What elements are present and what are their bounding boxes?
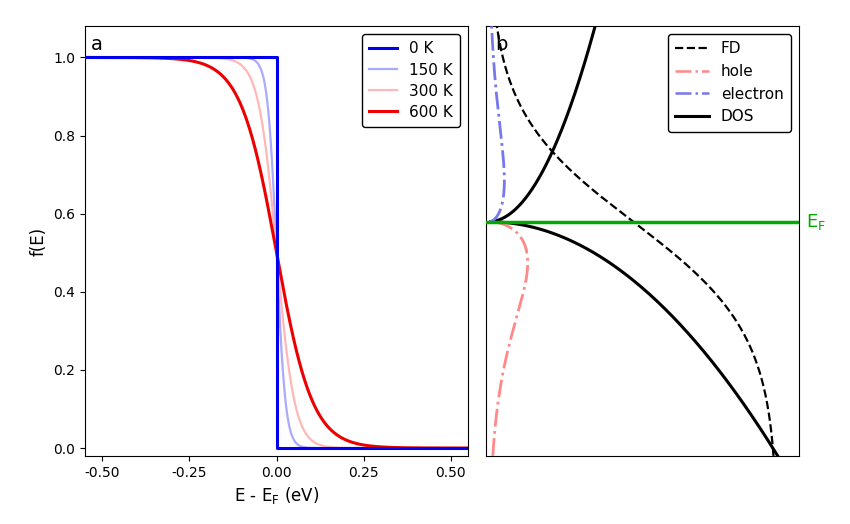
600 K bbox=[395, 444, 405, 451]
600 K bbox=[463, 445, 473, 451]
Line: DOS: DOS bbox=[493, 222, 778, 456]
Line: 150 K: 150 K bbox=[85, 58, 468, 448]
FD bbox=[768, 453, 779, 459]
DOS bbox=[760, 432, 770, 439]
Text: b: b bbox=[495, 35, 507, 54]
electron bbox=[497, 144, 507, 150]
Text: a: a bbox=[91, 35, 103, 54]
Line: hole: hole bbox=[491, 222, 528, 456]
150 K bbox=[309, 445, 320, 451]
FD bbox=[505, 78, 515, 84]
300 K bbox=[463, 445, 473, 451]
300 K bbox=[309, 440, 320, 446]
600 K bbox=[366, 443, 376, 449]
DOS bbox=[731, 390, 741, 397]
300 K bbox=[395, 445, 405, 451]
FD bbox=[708, 288, 718, 294]
FD bbox=[757, 378, 768, 385]
DOS bbox=[773, 453, 783, 459]
0 K bbox=[463, 445, 473, 451]
DOS bbox=[760, 432, 770, 439]
300 K bbox=[329, 444, 339, 451]
hole bbox=[486, 219, 496, 225]
Text: $\mathregular{E_F}$: $\mathregular{E_F}$ bbox=[806, 212, 826, 232]
Legend: FD, hole, electron, DOS: FD, hole, electron, DOS bbox=[667, 34, 791, 132]
electron bbox=[496, 129, 506, 135]
300 K bbox=[366, 445, 376, 451]
X-axis label: E - E$_\mathrm{F}$ (eV): E - E$_\mathrm{F}$ (eV) bbox=[234, 485, 320, 506]
FD bbox=[493, 31, 503, 38]
hole bbox=[500, 359, 510, 365]
300 K bbox=[150, 54, 160, 61]
Line: 300 K: 300 K bbox=[85, 58, 468, 448]
electron bbox=[490, 86, 501, 92]
Line: electron: electron bbox=[490, 26, 504, 222]
FD bbox=[492, 23, 502, 29]
150 K bbox=[150, 54, 160, 61]
electron bbox=[486, 23, 496, 29]
150 K bbox=[395, 445, 405, 451]
electron bbox=[488, 54, 498, 61]
Line: 600 K: 600 K bbox=[85, 58, 468, 448]
DOS bbox=[672, 318, 683, 324]
0 K bbox=[271, 54, 281, 61]
300 K bbox=[80, 54, 90, 61]
0 K bbox=[271, 445, 281, 451]
Legend: 0 K, 150 K, 300 K, 600 K: 0 K, 150 K, 300 K, 600 K bbox=[361, 34, 461, 127]
0 K bbox=[80, 54, 90, 61]
Line: 0 K: 0 K bbox=[85, 58, 468, 448]
hole bbox=[510, 318, 520, 324]
Line: FD: FD bbox=[497, 26, 774, 456]
hole bbox=[512, 312, 522, 318]
FD bbox=[690, 269, 700, 276]
300 K bbox=[226, 57, 236, 63]
DOS bbox=[707, 359, 717, 365]
600 K bbox=[309, 403, 320, 409]
600 K bbox=[150, 54, 160, 61]
600 K bbox=[80, 54, 90, 61]
150 K bbox=[80, 54, 90, 61]
hole bbox=[494, 390, 504, 397]
electron bbox=[487, 31, 497, 38]
600 K bbox=[226, 84, 236, 90]
150 K bbox=[329, 445, 339, 451]
hole bbox=[488, 453, 498, 459]
150 K bbox=[463, 445, 473, 451]
electron bbox=[484, 219, 495, 225]
FD bbox=[762, 403, 773, 410]
150 K bbox=[226, 54, 236, 61]
DOS bbox=[666, 312, 677, 318]
150 K bbox=[366, 445, 376, 451]
electron bbox=[490, 73, 500, 80]
DOS bbox=[488, 219, 498, 225]
600 K bbox=[329, 430, 339, 436]
Y-axis label: f(E): f(E) bbox=[30, 226, 48, 256]
hole bbox=[490, 432, 500, 439]
hole bbox=[490, 432, 500, 439]
